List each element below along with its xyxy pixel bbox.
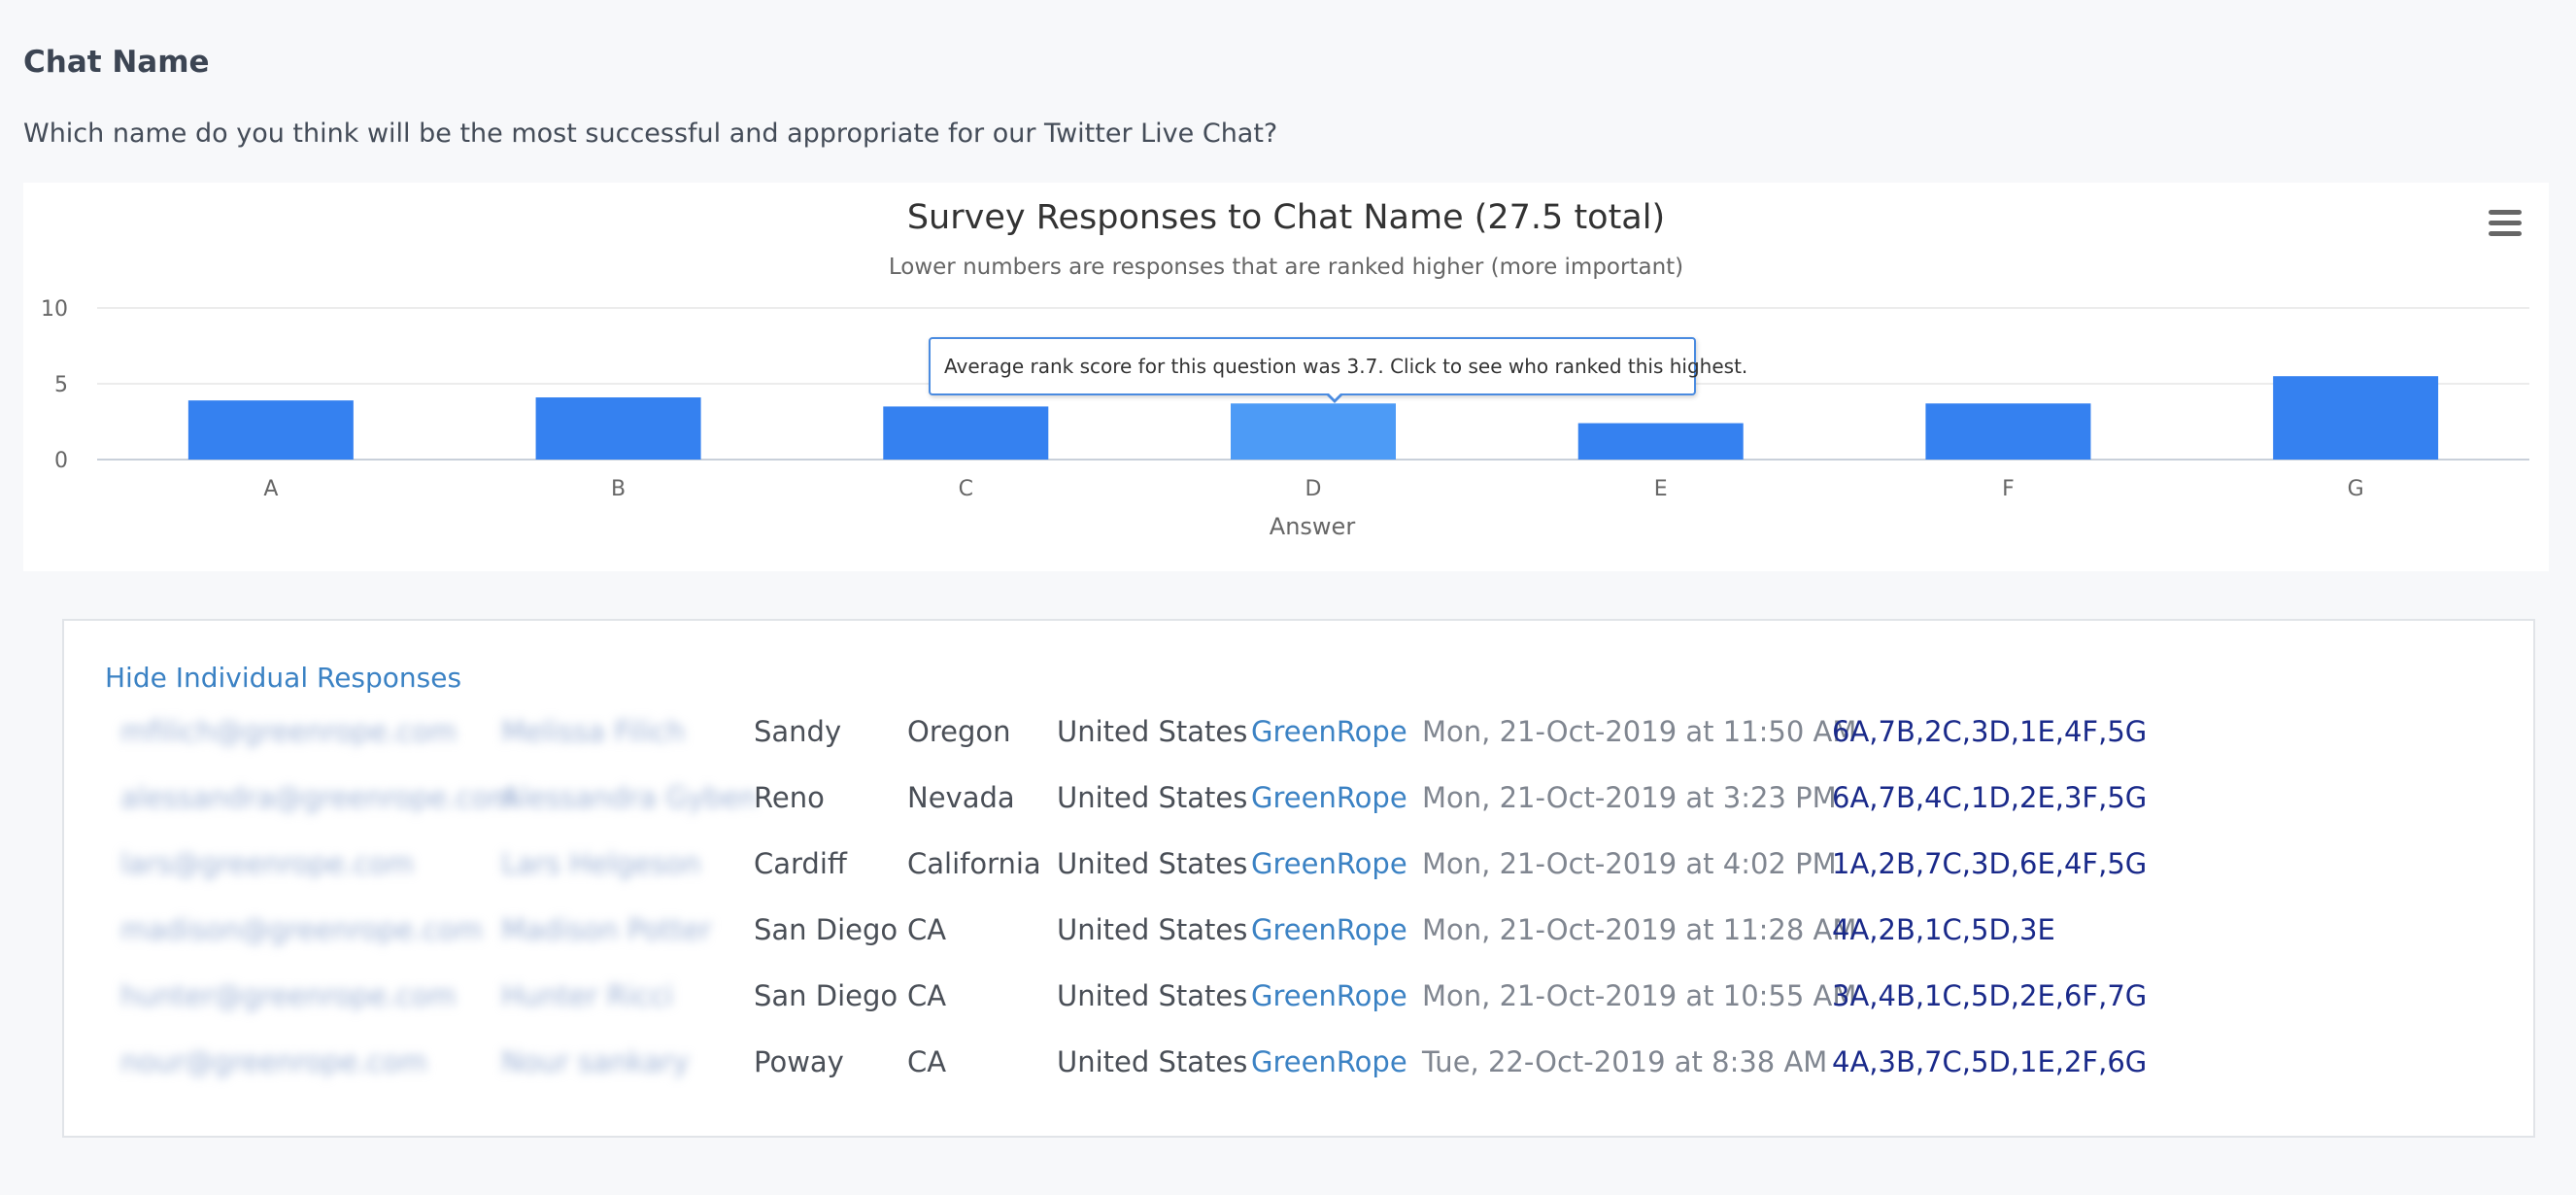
- respondent-state: CA: [907, 913, 947, 946]
- respondent-email: madison@greenrope.com: [120, 913, 483, 946]
- respondent-country: United States: [1057, 847, 1248, 880]
- x-axis-label: Answer: [1270, 513, 1356, 540]
- question-title: Chat Name: [23, 45, 210, 80]
- respondent-company-link[interactable]: GreenRope: [1251, 1045, 1407, 1078]
- respondent-state: CA: [907, 979, 947, 1012]
- respondent-country: United States: [1057, 979, 1248, 1012]
- respondent-city: Sandy: [754, 715, 842, 748]
- hide-individual-responses-link[interactable]: Hide Individual Responses: [105, 662, 462, 694]
- bar-a[interactable]: [187, 400, 354, 460]
- respondent-name: Madison Potter: [501, 913, 712, 946]
- respondent-city: Cardiff: [754, 847, 847, 880]
- response-row: mfilich@greenrope.com Melissa Filich Sandy…: [64, 702, 2531, 761]
- response-row: lars@greenrope.com Lars Helgeson Cardiff Ca…: [64, 835, 2531, 893]
- respondent-email: alessandra@greenrope.com: [120, 781, 517, 814]
- respondent-name: Lars Helgeson: [501, 847, 701, 880]
- response-date: Mon, 21-Oct-2019 at 11:28 AM: [1422, 913, 1857, 946]
- individual-responses-panel: Hide Individual Responses mfilich@greenr…: [62, 619, 2535, 1138]
- respondent-email: nour@greenrope.com: [120, 1045, 427, 1078]
- response-date: Mon, 21-Oct-2019 at 3:23 PM: [1422, 781, 1837, 814]
- tooltip-arrow-inner: [1327, 392, 1342, 399]
- respondent-city: Poway: [754, 1045, 844, 1078]
- chart-title: Survey Responses to Chat Name (27.5 tota…: [907, 198, 1665, 237]
- respondent-name: Hunter Ricci: [501, 979, 674, 1012]
- respondent-email: lars@greenrope.com: [120, 847, 415, 880]
- y-axis-ticks: 0 5 10: [41, 297, 68, 473]
- bar-f[interactable]: [1925, 403, 2091, 460]
- respondent-company-link[interactable]: GreenRope: [1251, 715, 1407, 748]
- response-row: madison@greenrope.com Madison Potter San D…: [64, 901, 2531, 959]
- hamburger-menu-icon[interactable]: [2489, 210, 2522, 239]
- y-tick-label: 0: [54, 449, 68, 473]
- respondent-name: Nour sankary: [501, 1045, 690, 1078]
- response-date: Tue, 22-Oct-2019 at 8:38 AM: [1422, 1045, 1828, 1078]
- response-ranking: 1A,2B,7C,3D,6E,4F,5G: [1832, 847, 2148, 880]
- x-axis-ticks: A B C D E F G: [263, 477, 2363, 501]
- x-tick-label: B: [611, 477, 626, 501]
- respondent-country: United States: [1057, 1045, 1248, 1078]
- respondent-name: Melissa Filich: [501, 715, 686, 748]
- respondent-country: United States: [1057, 715, 1248, 748]
- respondent-city: San Diego: [754, 913, 898, 946]
- x-tick-label: F: [2002, 477, 2015, 501]
- respondent-company-link[interactable]: GreenRope: [1251, 913, 1407, 946]
- x-tick-label: D: [1305, 477, 1322, 501]
- bar-d[interactable]: [1231, 403, 1396, 460]
- respondent-country: United States: [1057, 781, 1248, 814]
- respondent-city: San Diego: [754, 979, 898, 1012]
- x-tick-label: G: [2348, 477, 2364, 501]
- respondent-city: Reno: [754, 781, 825, 814]
- respondent-state: Nevada: [907, 781, 1015, 814]
- response-ranking: 4A,3B,7C,5D,1E,2F,6G: [1832, 1045, 2148, 1078]
- respondent-name: Alessandra Gyben: [501, 781, 758, 814]
- respondent-state: Oregon: [907, 715, 1011, 748]
- x-tick-label: C: [959, 477, 973, 501]
- response-row: nour@greenrope.com Nour sankary Poway CA Uni…: [64, 1033, 2531, 1091]
- question-description: Which name do you think will be the most…: [23, 119, 1278, 149]
- chart-tooltip: Average rank score for this question was…: [929, 337, 1747, 395]
- response-row: alessandra@greenrope.com Alessandra Gyben…: [64, 768, 2531, 827]
- respondent-state: California: [907, 847, 1041, 880]
- respondent-company-link[interactable]: GreenRope: [1251, 781, 1407, 814]
- respondent-company-link[interactable]: GreenRope: [1251, 979, 1407, 1012]
- respondent-state: CA: [907, 1045, 947, 1078]
- response-ranking: 6A,7B,2C,3D,1E,4F,5G: [1832, 715, 2148, 748]
- bar-c[interactable]: [883, 406, 1049, 460]
- respondent-country: United States: [1057, 913, 1248, 946]
- bars: [187, 376, 2439, 460]
- response-date: Mon, 21-Oct-2019 at 10:55 AM: [1422, 979, 1857, 1012]
- bar-g[interactable]: [2273, 376, 2439, 460]
- bar-chart: Survey Responses to Chat Name (27.5 tota…: [41, 198, 2529, 540]
- response-date: Mon, 21-Oct-2019 at 4:02 PM: [1422, 847, 1837, 880]
- y-tick-label: 5: [54, 373, 68, 397]
- response-ranking: 6A,7B,4C,1D,2E,3F,5G: [1832, 781, 2148, 814]
- chart-subtitle: Lower numbers are responses that are ran…: [889, 255, 1683, 280]
- x-tick-label: A: [263, 477, 278, 501]
- response-date: Mon, 21-Oct-2019 at 11:50 AM: [1422, 715, 1857, 748]
- response-row: hunter@greenrope.com Hunter Ricci San Dieg…: [64, 967, 2531, 1025]
- respondent-email: mfilich@greenrope.com: [120, 715, 458, 748]
- bar-b[interactable]: [535, 397, 701, 460]
- y-tick-label: 10: [41, 297, 68, 322]
- respondent-company-link[interactable]: GreenRope: [1251, 847, 1407, 880]
- chart-card: Survey Responses to Chat Name (27.5 tota…: [23, 183, 2549, 571]
- response-ranking: 4A,2B,1C,5D,3E: [1832, 913, 2055, 946]
- x-tick-label: E: [1654, 477, 1668, 501]
- bar-e[interactable]: [1577, 423, 1744, 460]
- response-ranking: 3A,4B,1C,5D,2E,6F,7G: [1832, 979, 2148, 1012]
- respondent-email: hunter@greenrope.com: [120, 979, 457, 1012]
